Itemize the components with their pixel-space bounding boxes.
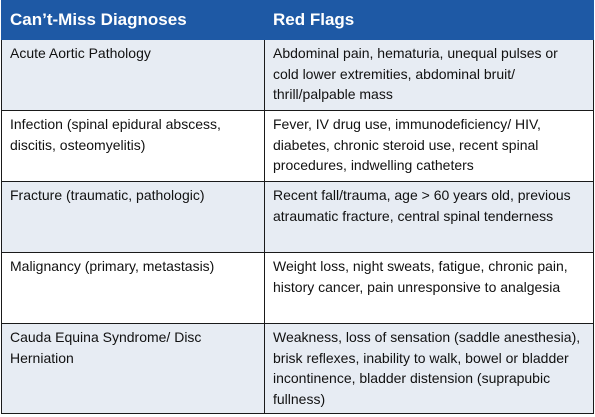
- table-row: Malignancy (primary, metastasis) Weight …: [1, 252, 594, 324]
- diagnosis-cell: Fracture (traumatic, pathologic): [1, 181, 265, 253]
- diagnosis-cell: Malignancy (primary, metastasis): [1, 252, 265, 324]
- red-flags-cell: Recent fall/trauma, age > 60 years old, …: [264, 181, 594, 253]
- header-diagnoses: Can’t-Miss Diagnoses: [1, 0, 265, 40]
- table-row: Infection (spinal epidural abscess, disc…: [1, 110, 594, 182]
- red-flags-cell: Weakness, loss of sensation (saddle anes…: [264, 323, 594, 414]
- diagnosis-cell: Infection (spinal epidural abscess, disc…: [1, 110, 265, 182]
- table-row: Acute Aortic Pathology Abdominal pain, h…: [1, 39, 594, 111]
- table-header-row: Can’t-Miss Diagnoses Red Flags: [1, 0, 594, 40]
- diagnosis-cell: Acute Aortic Pathology: [1, 39, 265, 111]
- red-flags-cell: Fever, IV drug use, immunodeficiency/ HI…: [264, 110, 594, 182]
- header-red-flags: Red Flags: [264, 0, 594, 40]
- red-flags-cell: Weight loss, night sweats, fatigue, chro…: [264, 252, 594, 324]
- red-flags-cell: Abdominal pain, hematuria, unequal pulse…: [264, 39, 594, 111]
- table-row: Cauda Equina Syndrome/ Disc Herniation W…: [1, 323, 594, 414]
- diagnosis-cell: Cauda Equina Syndrome/ Disc Herniation: [1, 323, 265, 414]
- table-row: Fracture (traumatic, pathologic) Recent …: [1, 181, 594, 253]
